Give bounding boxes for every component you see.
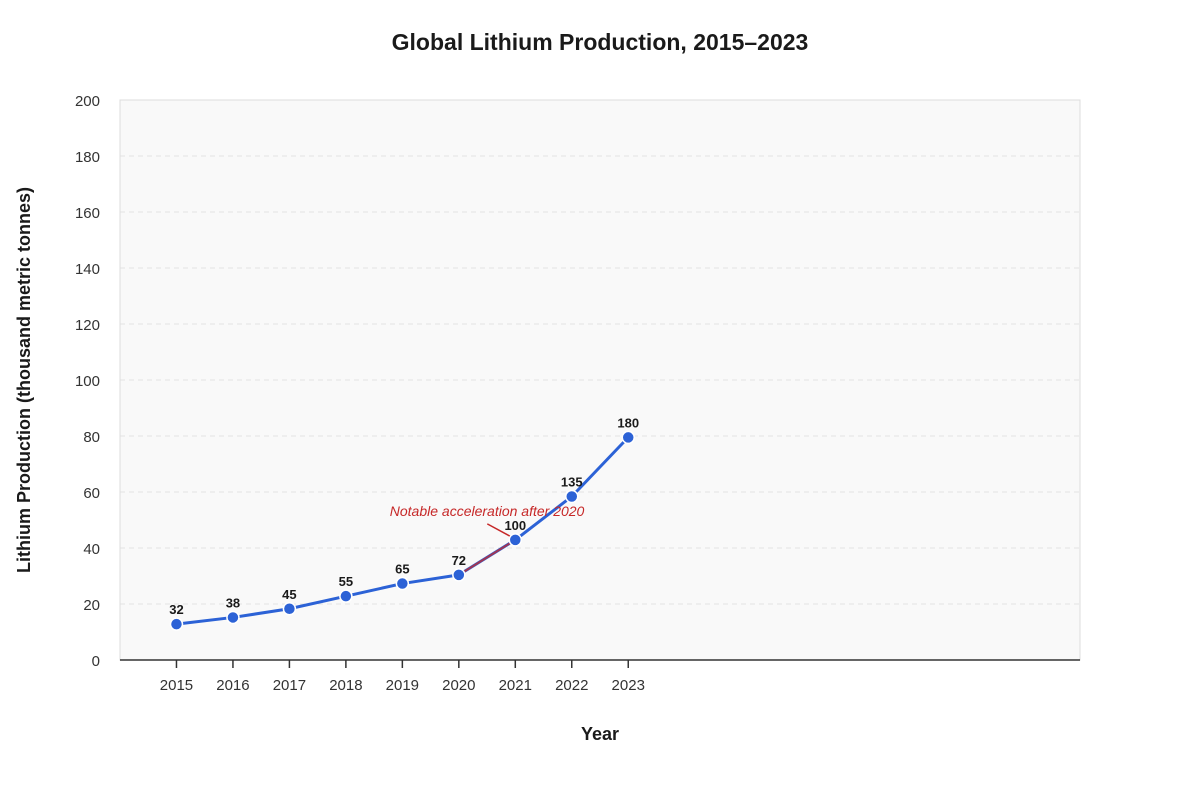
chart-title: Global Lithium Production, 2015–2023 [392, 29, 809, 55]
data-point [508, 533, 523, 547]
data-point [339, 589, 353, 603]
y-tick-label: 20 [83, 597, 100, 614]
data-label: 135 [561, 474, 583, 489]
data-point [169, 617, 184, 631]
data-point [452, 568, 466, 582]
y-tick-label: 180 [75, 149, 100, 166]
x-tick-label: 2018 [329, 677, 362, 694]
data-point [226, 610, 240, 625]
x-tick-label: 2022 [555, 677, 588, 694]
x-tick-label: 2020 [442, 677, 475, 694]
y-axis-ticks: 0 20 40 60 80 100 120 140 160 180 200 [75, 93, 100, 670]
x-tick-label: 2017 [273, 677, 306, 694]
x-axis-label: Year [581, 724, 619, 744]
y-tick-label: 80 [83, 429, 100, 446]
y-tick-label: 160 [75, 205, 100, 222]
data-label: 45 [282, 587, 296, 602]
y-tick-label: 0 [92, 653, 100, 670]
data-point [621, 430, 635, 445]
data-label: 180 [617, 415, 639, 430]
x-tick-label: 2015 [160, 677, 193, 694]
data-label: 72 [452, 553, 466, 568]
highlight-segment [458, 539, 516, 576]
annotation-text: Notable acceleration after 2020 [390, 503, 585, 519]
x-tick-label: 2023 [612, 677, 645, 694]
y-axis-label: Lithium Production (thousand metric tonn… [14, 187, 34, 573]
y-tick-label: 40 [83, 541, 100, 558]
annotation-layer: Notable acceleration after 2020 [390, 503, 585, 576]
data-label: 55 [339, 574, 353, 589]
x-tick-label: 2016 [216, 677, 249, 694]
data-point [395, 576, 410, 591]
data-label: 65 [395, 562, 409, 577]
y-tick-label: 60 [83, 485, 100, 502]
y-tick-label: 100 [75, 373, 100, 390]
data-label: 38 [226, 595, 240, 610]
y-tick-label: 200 [75, 93, 100, 110]
x-tick-label: 2021 [499, 677, 532, 694]
y-tick-label: 140 [75, 261, 100, 278]
data-point [565, 489, 579, 504]
grid-lines [120, 155, 1080, 605]
x-axis-ticks: 2015 2016 2017 2018 2019 2020 2021 2022 2023 [160, 660, 645, 694]
data-labels-layer: 32 38 45 55 65 72 100 135 180 [169, 415, 639, 617]
annotation-arrow [486, 523, 512, 538]
data-point [282, 602, 297, 616]
data-label: 32 [169, 602, 183, 617]
y-tick-label: 120 [75, 317, 100, 334]
points-layer [169, 430, 635, 631]
data-label: 100 [504, 518, 526, 533]
x-tick-label: 2019 [386, 677, 419, 694]
